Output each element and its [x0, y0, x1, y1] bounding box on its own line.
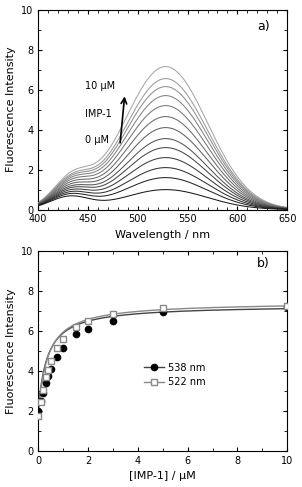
Y-axis label: Fluorescence Intensity: Fluorescence Intensity [5, 288, 16, 414]
Text: a): a) [257, 19, 270, 33]
Text: b): b) [257, 257, 270, 270]
Y-axis label: Fluorescence Intensity: Fluorescence Intensity [5, 47, 16, 172]
X-axis label: [IMP-1] / μM: [IMP-1] / μM [129, 471, 196, 482]
Text: 10 μM: 10 μM [85, 80, 115, 91]
X-axis label: Wavelength / nm: Wavelength / nm [115, 230, 210, 240]
Text: IMP-1: IMP-1 [85, 109, 112, 118]
Legend: 538 nm, 522 nm: 538 nm, 522 nm [140, 359, 210, 392]
Text: 0 μM: 0 μM [85, 134, 109, 145]
